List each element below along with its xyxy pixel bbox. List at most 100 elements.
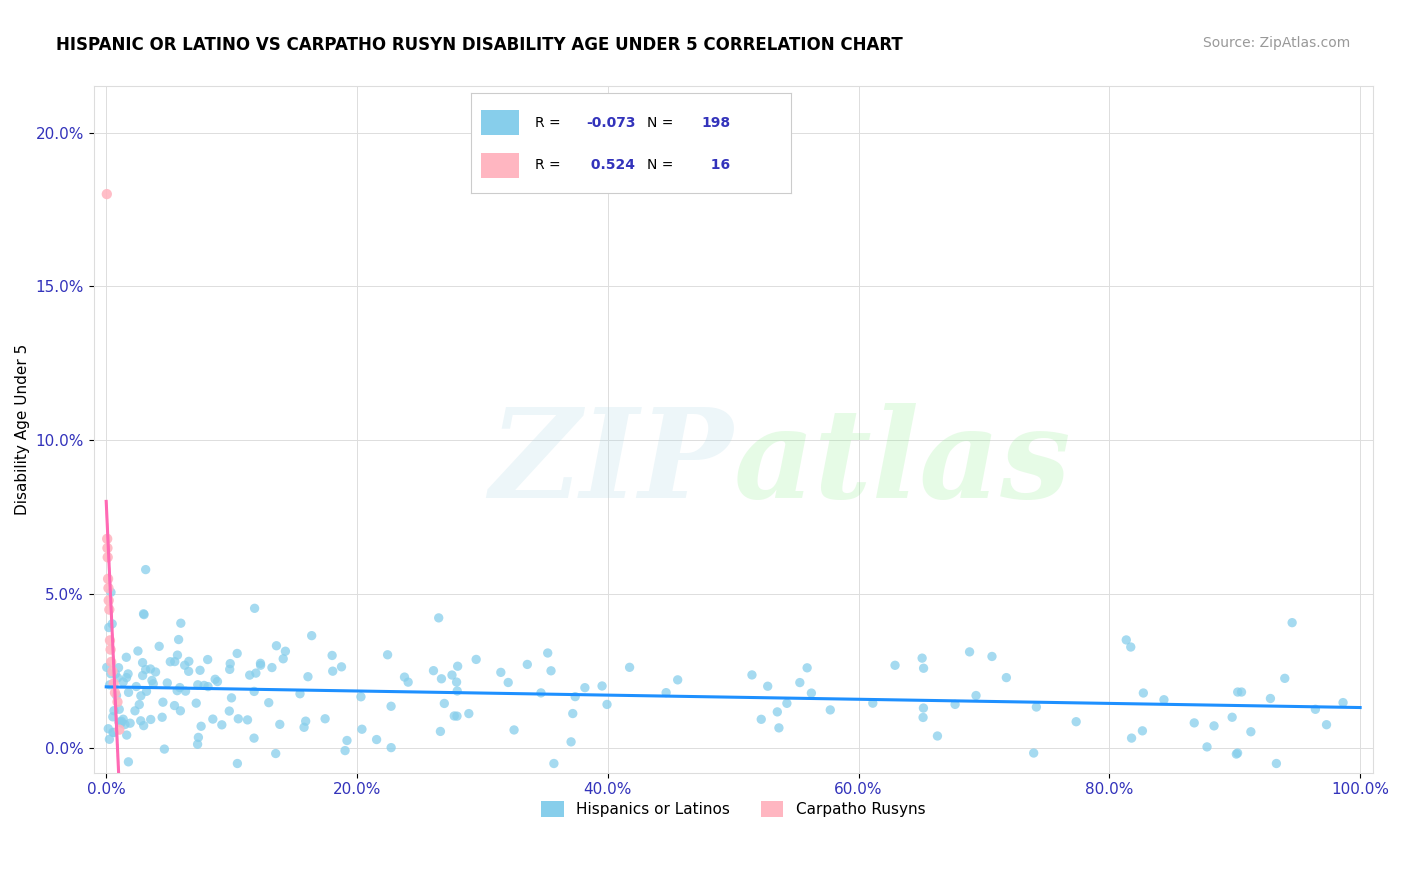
Hispanics or Latinos (457, 706, 479, 721)
Hispanics or Latinos (117, 755, 139, 769)
Hispanics or Latinos (446, 709, 468, 723)
Carpatho Rusyns (100, 642, 122, 657)
Hispanics or Latinos (218, 704, 240, 718)
Hispanics or Latinos (1202, 719, 1225, 733)
Hispanics or Latinos (1305, 702, 1327, 716)
Hispanics or Latinos (820, 703, 842, 717)
Hispanics or Latinos (186, 696, 208, 710)
Hispanics or Latinos (115, 728, 138, 742)
Hispanics or Latinos (927, 729, 949, 743)
Carpatho Rusyns (101, 664, 124, 678)
Carpatho Rusyns (96, 187, 118, 202)
Hispanics or Latinos (446, 675, 468, 690)
Hispanics or Latinos (163, 655, 186, 669)
Hispanics or Latinos (1115, 632, 1137, 647)
Hispanics or Latinos (219, 657, 242, 671)
Hispanics or Latinos (226, 756, 249, 771)
Hispanics or Latinos (193, 678, 215, 692)
Hispanics or Latinos (516, 657, 538, 672)
Hispanics or Latinos (177, 654, 200, 668)
Hispanics or Latinos (1195, 739, 1218, 754)
Hispanics or Latinos (135, 563, 157, 577)
Hispanics or Latinos (560, 735, 582, 749)
Hispanics or Latinos (396, 675, 419, 690)
Hispanics or Latinos (142, 677, 165, 691)
Hispanics or Latinos (128, 698, 150, 712)
Hispanics or Latinos (489, 665, 512, 680)
Hispanics or Latinos (169, 681, 191, 695)
Hispanics or Latinos (322, 664, 344, 678)
Hispanics or Latinos (159, 655, 181, 669)
Hispanics or Latinos (115, 650, 138, 665)
Hispanics or Latinos (333, 743, 356, 757)
Hispanics or Latinos (1022, 746, 1045, 760)
Hispanics or Latinos (190, 719, 212, 733)
Hispanics or Latinos (107, 661, 129, 675)
Hispanics or Latinos (269, 717, 291, 731)
Hispanics or Latinos (104, 666, 127, 681)
Hispanics or Latinos (197, 680, 219, 694)
Hispanics or Latinos (321, 648, 343, 663)
Hispanics or Latinos (148, 640, 170, 654)
Hispanics or Latinos (188, 663, 211, 677)
Hispanics or Latinos (169, 704, 191, 718)
Hispanics or Latinos (366, 732, 388, 747)
Hispanics or Latinos (129, 689, 152, 703)
Hispanics or Latinos (201, 712, 224, 726)
Hispanics or Latinos (266, 639, 288, 653)
Text: HISPANIC OR LATINO VS CARPATHO RUSYN DISABILITY AGE UNDER 5 CORRELATION CHART: HISPANIC OR LATINO VS CARPATHO RUSYN DIS… (56, 36, 903, 54)
Hispanics or Latinos (243, 601, 266, 615)
Hispanics or Latinos (101, 616, 124, 631)
Hispanics or Latinos (132, 718, 155, 732)
Hispanics or Latinos (110, 714, 132, 729)
Hispanics or Latinos (112, 712, 135, 726)
Carpatho Rusyns (98, 602, 121, 616)
Hispanics or Latinos (239, 668, 262, 682)
Hispanics or Latinos (167, 632, 190, 647)
Carpatho Rusyns (103, 676, 125, 690)
Hispanics or Latinos (274, 644, 297, 658)
Hispanics or Latinos (103, 704, 125, 718)
Hispanics or Latinos (1153, 692, 1175, 706)
Carpatho Rusyns (107, 695, 129, 709)
Hispanics or Latinos (207, 674, 229, 689)
Text: atlas: atlas (733, 403, 1071, 524)
Hispanics or Latinos (1331, 696, 1354, 710)
Hispanics or Latinos (911, 651, 934, 665)
Hispanics or Latinos (139, 662, 162, 676)
Hispanics or Latinos (243, 731, 266, 746)
Hispanics or Latinos (443, 709, 465, 723)
Hispanics or Latinos (163, 698, 186, 713)
Hispanics or Latinos (465, 652, 488, 666)
Hispanics or Latinos (96, 660, 118, 674)
Hispanics or Latinos (350, 723, 373, 737)
Hispanics or Latinos (271, 652, 294, 666)
Hispanics or Latinos (129, 714, 152, 728)
Hispanics or Latinos (561, 706, 583, 721)
Hispanics or Latinos (132, 607, 155, 621)
Hispanics or Latinos (288, 687, 311, 701)
Hispanics or Latinos (221, 690, 243, 705)
Hispanics or Latinos (108, 715, 131, 730)
Hispanics or Latinos (430, 672, 453, 686)
Hispanics or Latinos (174, 684, 197, 698)
Hispanics or Latinos (564, 690, 586, 704)
Carpatho Rusyns (97, 593, 120, 607)
Text: Source: ZipAtlas.com: Source: ZipAtlas.com (1202, 36, 1350, 50)
Legend: Hispanics or Latinos, Carpatho Rusyns: Hispanics or Latinos, Carpatho Rusyns (534, 796, 931, 823)
Hispanics or Latinos (330, 660, 353, 674)
Hispanics or Latinos (776, 696, 799, 710)
Hispanics or Latinos (211, 718, 233, 732)
Hispanics or Latinos (166, 683, 188, 698)
Hispanics or Latinos (336, 733, 359, 747)
Hispanics or Latinos (301, 629, 323, 643)
Hispanics or Latinos (260, 660, 283, 674)
Hispanics or Latinos (257, 696, 280, 710)
Hispanics or Latinos (292, 720, 315, 734)
Hispanics or Latinos (236, 713, 259, 727)
Hispanics or Latinos (1220, 710, 1243, 724)
Carpatho Rusyns (100, 655, 122, 669)
Hispanics or Latinos (768, 721, 790, 735)
Hispanics or Latinos (1182, 715, 1205, 730)
Hispanics or Latinos (1225, 747, 1247, 761)
